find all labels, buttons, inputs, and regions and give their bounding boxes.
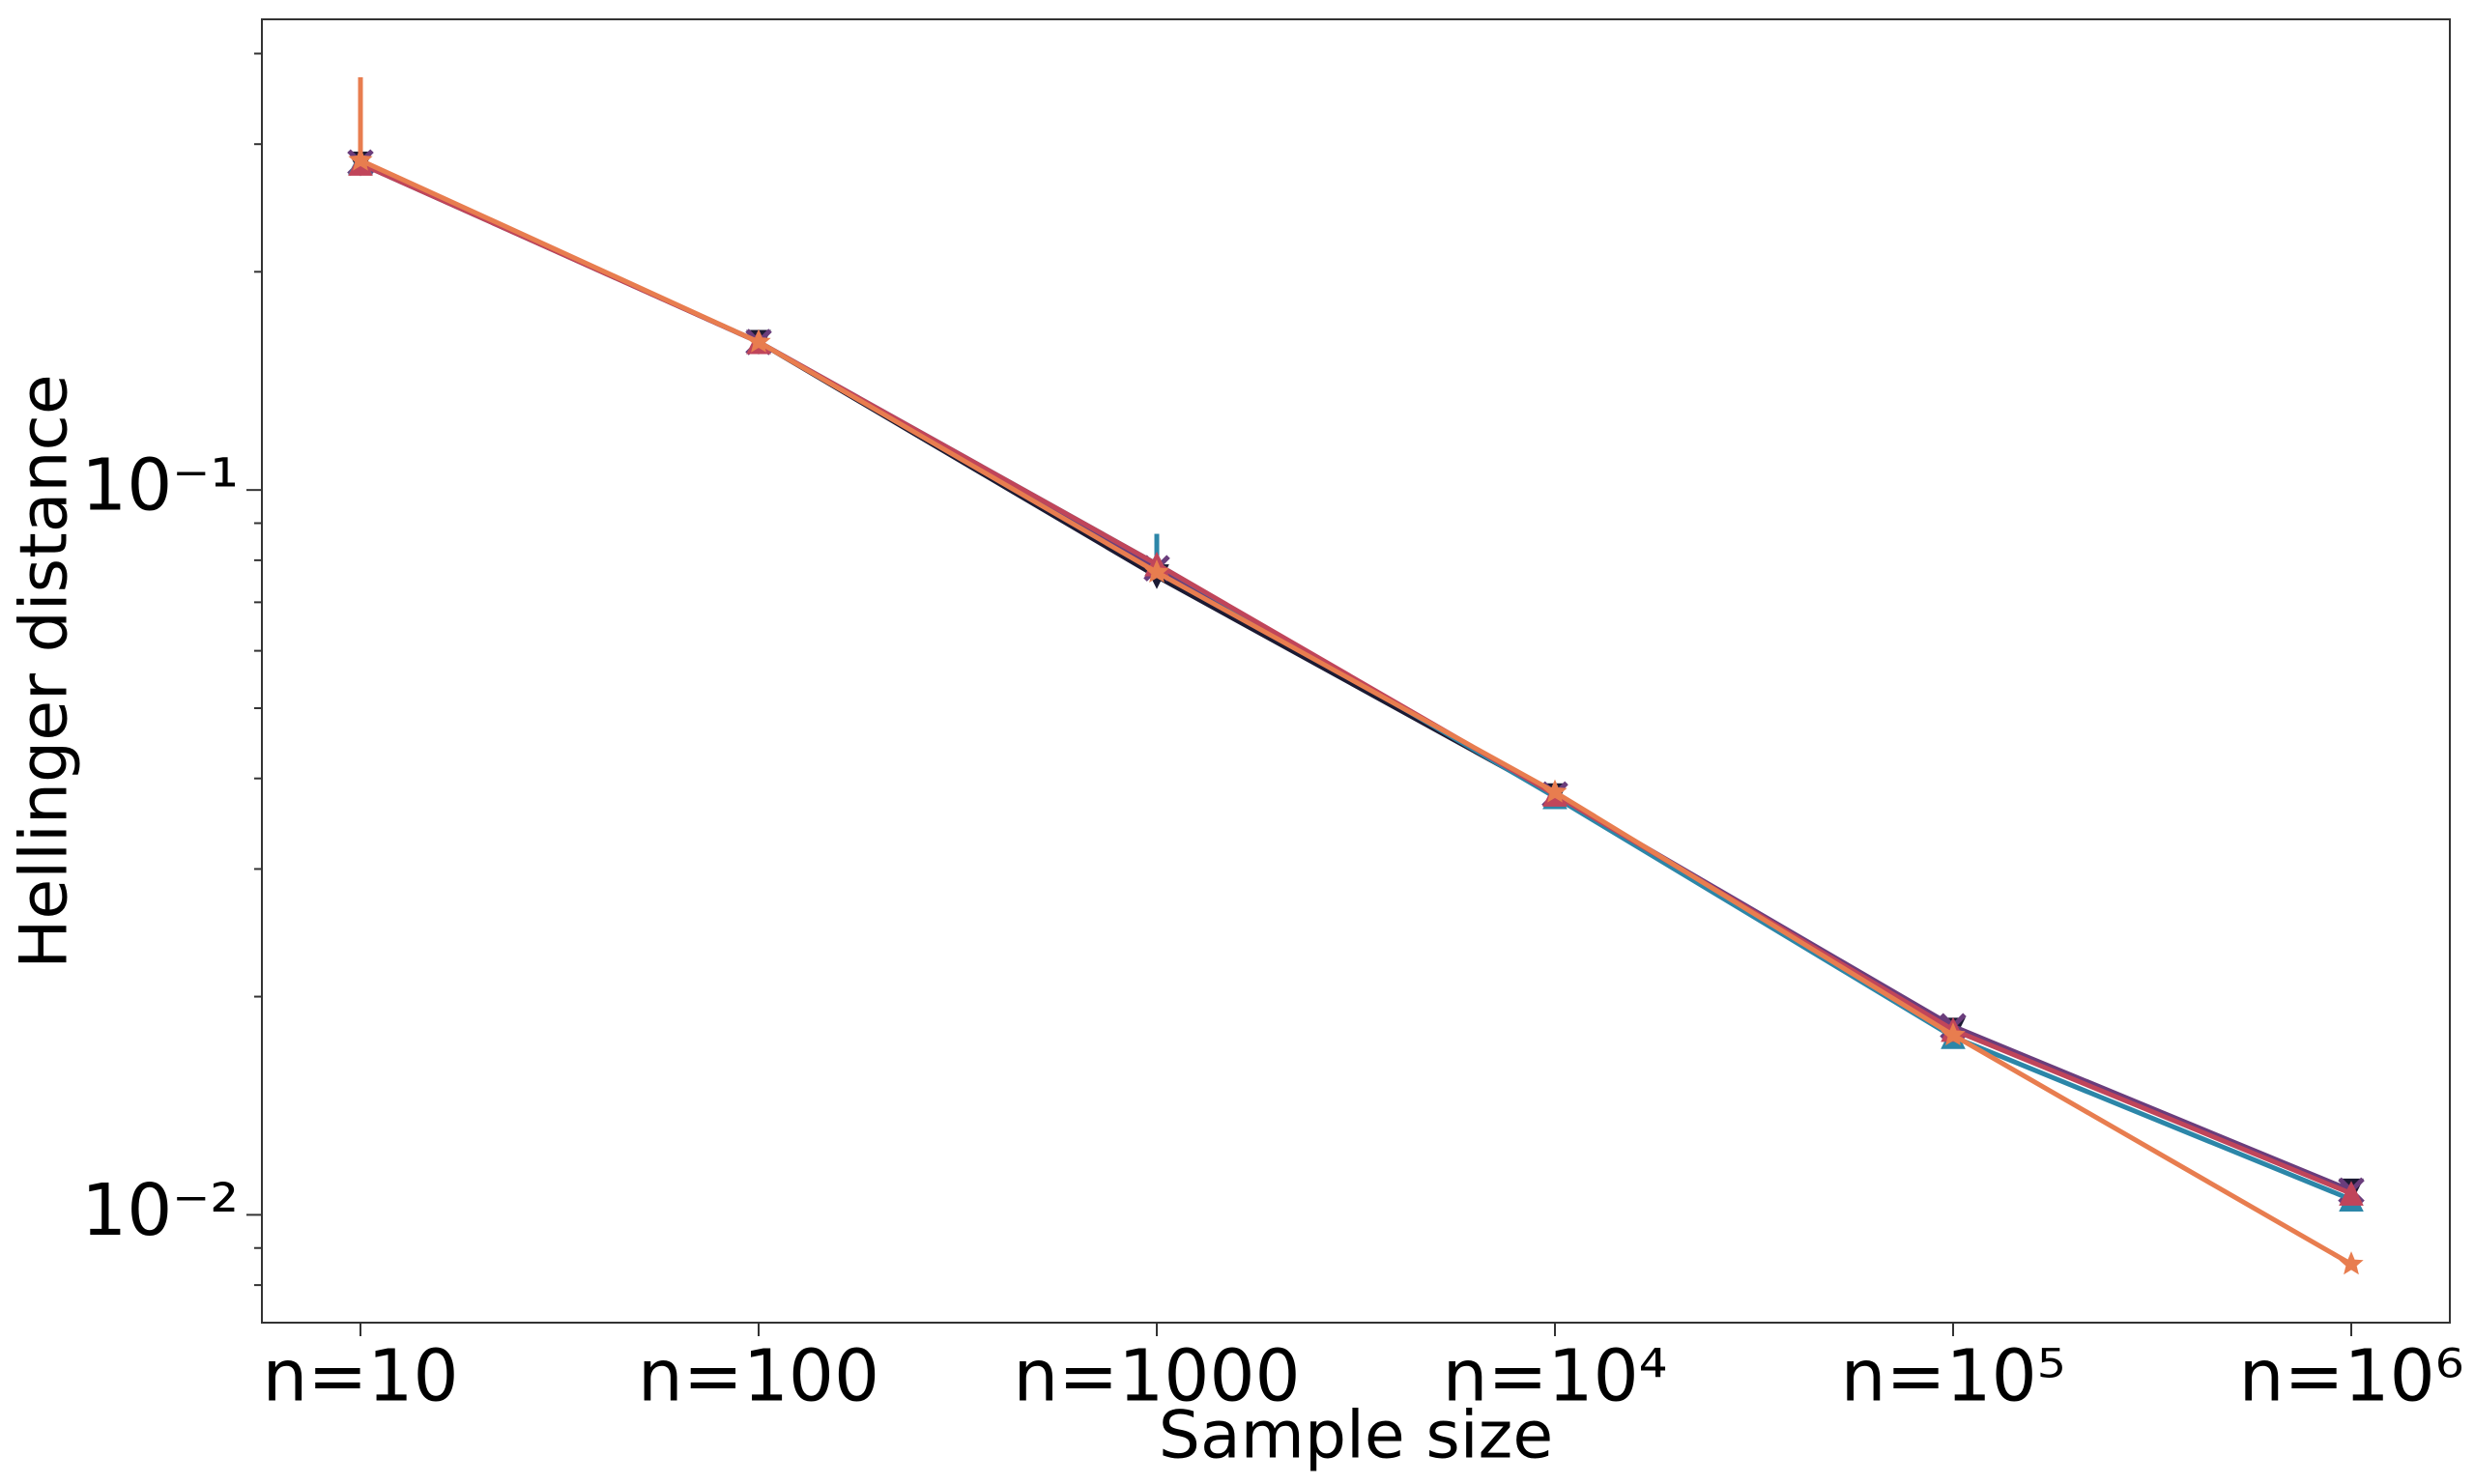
y-axis-label: Hellinger distance bbox=[7, 374, 83, 968]
marker bbox=[746, 328, 771, 353]
series-line bbox=[359, 161, 2352, 1196]
x-tick-label: n=10⁴ bbox=[1443, 1335, 1668, 1418]
y-tick-label: 10⁻¹ bbox=[81, 444, 239, 528]
marker bbox=[348, 147, 373, 171]
x-tick-label: n=100 bbox=[638, 1335, 879, 1418]
marker bbox=[1144, 558, 1169, 584]
x-axis-label: Sample size bbox=[1159, 1398, 1553, 1474]
series-line bbox=[359, 159, 2352, 1193]
y-tick-label: 10⁻² bbox=[81, 1169, 239, 1252]
x-tick-label: n=10⁶ bbox=[2239, 1335, 2464, 1418]
marker bbox=[1941, 1022, 1966, 1046]
marker bbox=[2339, 1181, 2364, 1206]
x-tick-label: n=10 bbox=[262, 1335, 458, 1418]
plot-frame bbox=[261, 18, 2451, 1324]
x-tick-label: n=1000 bbox=[1013, 1335, 1300, 1418]
marker bbox=[2339, 1251, 2364, 1275]
series-line bbox=[359, 157, 2353, 1267]
x-tick-label: n=10⁵ bbox=[1841, 1335, 2066, 1418]
marker bbox=[1542, 779, 1568, 803]
